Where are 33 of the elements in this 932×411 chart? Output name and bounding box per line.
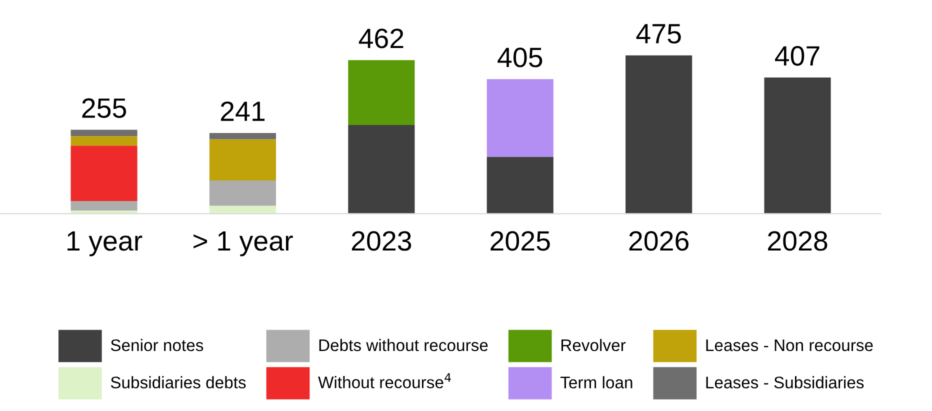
annotation: 255 bbox=[82, 98, 126, 118]
bar bbox=[764, 78, 831, 214]
bar bbox=[486, 79, 554, 157]
bar bbox=[486, 156, 554, 214]
x-tick-label: 1 year bbox=[68, 231, 142, 256]
x-tick-label: 2025 bbox=[490, 231, 550, 251]
annotation: 462 bbox=[358, 28, 404, 48]
legend-label: Leases - Subsidiaries bbox=[706, 376, 864, 388]
bar bbox=[209, 139, 276, 180]
legend-label: Without recourse$^{4}$ bbox=[318, 373, 451, 388]
bar bbox=[348, 125, 415, 214]
bar bbox=[209, 132, 276, 140]
legend-label: Leases - Non recourse bbox=[706, 340, 873, 352]
bar bbox=[70, 136, 138, 146]
legend-label: Revolver bbox=[561, 338, 626, 352]
x-tick-label: 2026 bbox=[629, 231, 688, 251]
bar bbox=[70, 201, 138, 211]
bar bbox=[70, 130, 138, 136]
bar bbox=[348, 60, 415, 126]
annotation: 475 bbox=[636, 24, 681, 44]
legend-label: Senior notes bbox=[110, 338, 204, 352]
annotation: 407 bbox=[774, 46, 820, 66]
x-tick-label: 2028 bbox=[768, 231, 828, 251]
x-tick-label: 2023 bbox=[352, 231, 412, 251]
legend-label: Term loan bbox=[560, 376, 632, 388]
bar bbox=[209, 180, 276, 206]
x-tick-label: > 1 year bbox=[194, 231, 293, 256]
annotation: 405 bbox=[498, 48, 542, 68]
legend-label: Subsidiaries debts bbox=[110, 376, 246, 388]
legend-label: Debts without recourse bbox=[319, 338, 488, 352]
bar bbox=[70, 146, 138, 202]
bar bbox=[626, 55, 692, 214]
annotation: 241 bbox=[220, 101, 265, 121]
